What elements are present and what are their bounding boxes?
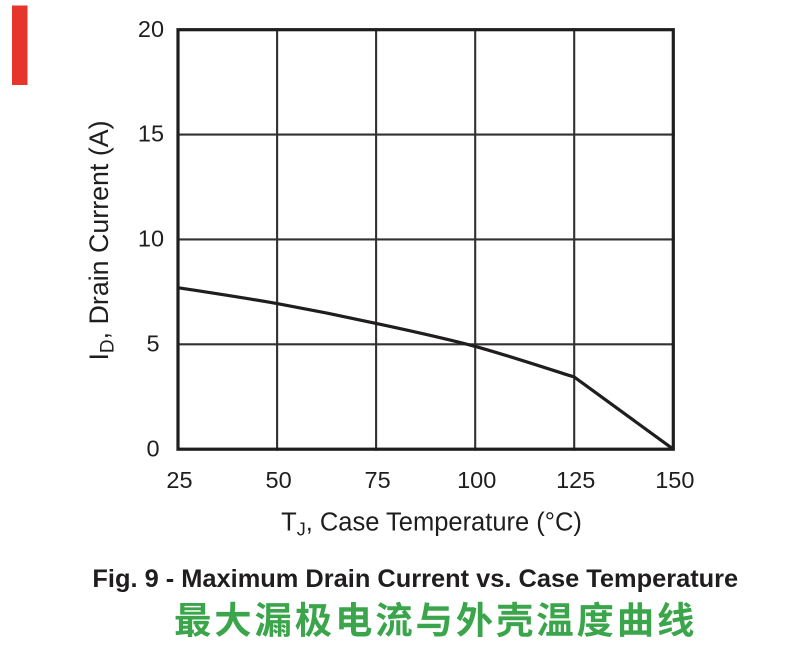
svg-text:100: 100 (457, 467, 496, 493)
svg-text:0: 0 (146, 435, 159, 461)
svg-text:10: 10 (138, 226, 164, 252)
svg-text:50: 50 (266, 467, 292, 493)
svg-text:Fig. 9 - Maximum Drain Current: Fig. 9 - Maximum Drain Current vs. Case … (92, 565, 738, 593)
svg-text:25: 25 (166, 467, 192, 493)
svg-text:125: 125 (556, 467, 595, 493)
svg-text:ID, Drain Current (A): ID, Drain Current (A) (84, 120, 119, 360)
svg-text:150: 150 (655, 467, 694, 493)
svg-text:75: 75 (365, 467, 391, 493)
svg-text:5: 5 (146, 330, 159, 356)
svg-text:TJ, Case Temperature (°C): TJ, Case Temperature (°C) (281, 509, 582, 540)
svg-text:15: 15 (138, 121, 164, 147)
svg-text:20: 20 (138, 16, 164, 42)
